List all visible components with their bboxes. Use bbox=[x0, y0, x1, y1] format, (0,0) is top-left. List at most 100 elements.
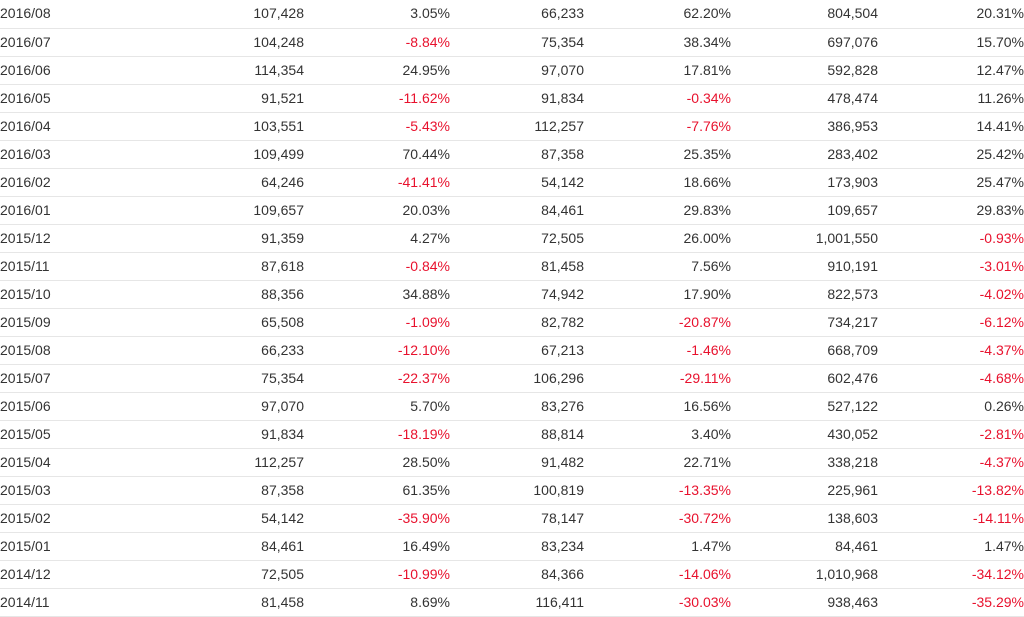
value-b-cell: 84,461 bbox=[450, 196, 584, 225]
table-row: 2015/10 88,356 34.88% 74,942 17.90% 822,573 -4… bbox=[0, 280, 1024, 309]
value-b-cell: 54,142 bbox=[450, 168, 584, 197]
change-b-cell: -14.06% bbox=[584, 560, 731, 589]
change-a-cell: -8.84% bbox=[304, 28, 450, 57]
total-cell: 1,010,968 bbox=[731, 560, 878, 589]
total-cell: 527,122 bbox=[731, 392, 878, 421]
value-a-cell: 72,505 bbox=[174, 560, 304, 589]
total-cell: 804,504 bbox=[731, 0, 878, 29]
table-row: 2015/07 75,354 -22.37% 106,296 -29.11% 602,47… bbox=[0, 364, 1024, 393]
table-row: 2016/05 91,521 -11.62% 91,834 -0.34% 478,474 1… bbox=[0, 84, 1024, 113]
total-cell: 592,828 bbox=[731, 56, 878, 85]
value-a-cell: 81,458 bbox=[174, 588, 304, 617]
total-change-cell: -0.93% bbox=[878, 224, 1024, 253]
total-cell: 602,476 bbox=[731, 364, 878, 393]
value-b-cell: 82,782 bbox=[450, 308, 584, 337]
total-cell: 910,191 bbox=[731, 252, 878, 281]
table-row: 2015/12 91,359 4.27% 72,505 26.00% 1,001,550-… bbox=[0, 224, 1024, 253]
value-b-cell: 91,482 bbox=[450, 448, 584, 477]
month-cell: 2015/06 bbox=[0, 392, 174, 421]
change-b-cell: -20.87% bbox=[584, 308, 731, 337]
value-b-cell: 67,213 bbox=[450, 336, 584, 365]
table-row: 2015/06 97,070 5.70% 83,276 16.56% 527,122 0.2… bbox=[0, 392, 1024, 421]
total-change-cell: 25.42% bbox=[878, 140, 1024, 169]
total-change-cell: -4.37% bbox=[878, 336, 1024, 365]
total-change-cell: -2.81% bbox=[878, 420, 1024, 449]
total-cell: 938,463 bbox=[731, 588, 878, 617]
total-change-cell: 0.26% bbox=[878, 392, 1024, 421]
value-b-cell: 84,366 bbox=[450, 560, 584, 589]
month-cell: 2015/12 bbox=[0, 224, 174, 253]
change-a-cell: -1.09% bbox=[304, 308, 450, 337]
total-cell: 225,961 bbox=[731, 476, 878, 505]
month-cell: 2016/08 bbox=[0, 0, 174, 29]
value-a-cell: 91,834 bbox=[174, 420, 304, 449]
table-row: 2015/02 54,142 -35.90% 78,147 -30.72% 138,603… bbox=[0, 504, 1024, 533]
total-change-cell: 15.70% bbox=[878, 28, 1024, 57]
total-cell: 84,461 bbox=[731, 532, 878, 561]
total-cell: 697,076 bbox=[731, 28, 878, 57]
change-a-cell: -35.90% bbox=[304, 504, 450, 533]
month-cell: 2015/01 bbox=[0, 532, 174, 561]
value-a-cell: 91,521 bbox=[174, 84, 304, 113]
table-row: 2016/08 107,428 3.05% 66,233 62.20% 804,504 20… bbox=[0, 0, 1024, 29]
value-b-cell: 116,411 bbox=[450, 588, 584, 617]
value-b-cell: 83,234 bbox=[450, 532, 584, 561]
month-cell: 2014/12 bbox=[0, 560, 174, 589]
value-a-cell: 109,657 bbox=[174, 196, 304, 225]
change-b-cell: -30.72% bbox=[584, 504, 731, 533]
total-change-cell: -34.12% bbox=[878, 560, 1024, 589]
table-row: 2016/07 104,248 -8.84% 75,354 38.34% 697,076 1… bbox=[0, 28, 1024, 57]
total-cell: 173,903 bbox=[731, 168, 878, 197]
total-cell: 734,217 bbox=[731, 308, 878, 337]
total-cell: 338,218 bbox=[731, 448, 878, 477]
total-change-cell: -6.12% bbox=[878, 308, 1024, 337]
table-row: 2014/11 81,458 8.69% 116,411 -30.03% 938,463-… bbox=[0, 588, 1024, 617]
change-a-cell: -0.84% bbox=[304, 252, 450, 281]
value-a-cell: 109,499 bbox=[174, 140, 304, 169]
change-a-cell: 3.05% bbox=[304, 0, 450, 29]
change-b-cell: 22.71% bbox=[584, 448, 731, 477]
value-b-cell: 72,505 bbox=[450, 224, 584, 253]
total-change-cell: 25.47% bbox=[878, 168, 1024, 197]
change-b-cell: 26.00% bbox=[584, 224, 731, 253]
change-a-cell: 8.69% bbox=[304, 588, 450, 617]
change-b-cell: -7.76% bbox=[584, 112, 731, 141]
value-b-cell: 75,354 bbox=[450, 28, 584, 57]
value-a-cell: 75,354 bbox=[174, 364, 304, 393]
change-a-cell: 61.35% bbox=[304, 476, 450, 505]
table-row: 2015/11 87,618 -0.84% 81,458 7.56% 910,191 -3.… bbox=[0, 252, 1024, 281]
month-cell: 2014/11 bbox=[0, 588, 174, 617]
month-cell: 2015/04 bbox=[0, 448, 174, 477]
table-row: 2016/06 114,354 24.95% 97,070 17.81% 592,828 1… bbox=[0, 56, 1024, 85]
change-a-cell: 70.44% bbox=[304, 140, 450, 169]
total-change-cell: 20.31% bbox=[878, 0, 1024, 29]
value-b-cell: 112,257 bbox=[450, 112, 584, 141]
value-b-cell: 87,358 bbox=[450, 140, 584, 169]
month-cell: 2016/04 bbox=[0, 112, 174, 141]
value-a-cell: 97,070 bbox=[174, 392, 304, 421]
change-b-cell: 38.34% bbox=[584, 28, 731, 57]
total-cell: 1,001,550 bbox=[731, 224, 878, 253]
change-a-cell: -41.41% bbox=[304, 168, 450, 197]
total-cell: 386,953 bbox=[731, 112, 878, 141]
total-change-cell: -4.37% bbox=[878, 448, 1024, 477]
value-a-cell: 103,551 bbox=[174, 112, 304, 141]
value-a-cell: 104,248 bbox=[174, 28, 304, 57]
total-change-cell: 14.41% bbox=[878, 112, 1024, 141]
total-cell: 478,474 bbox=[731, 84, 878, 113]
table-row: 2015/04 112,257 28.50% 91,482 22.71% 338,218-… bbox=[0, 448, 1024, 477]
month-cell: 2015/09 bbox=[0, 308, 174, 337]
value-b-cell: 106,296 bbox=[450, 364, 584, 393]
month-cell: 2016/05 bbox=[0, 84, 174, 113]
value-b-cell: 66,233 bbox=[450, 0, 584, 29]
value-a-cell: 88,356 bbox=[174, 280, 304, 309]
total-change-cell: -14.11% bbox=[878, 504, 1024, 533]
change-a-cell: 20.03% bbox=[304, 196, 450, 225]
total-cell: 138,603 bbox=[731, 504, 878, 533]
change-b-cell: -13.35% bbox=[584, 476, 731, 505]
total-cell: 283,402 bbox=[731, 140, 878, 169]
value-b-cell: 100,819 bbox=[450, 476, 584, 505]
month-cell: 2016/02 bbox=[0, 168, 174, 197]
table-row: 2014/12 72,505 -10.99% 84,366 -14.06% 1,010,9… bbox=[0, 560, 1024, 589]
